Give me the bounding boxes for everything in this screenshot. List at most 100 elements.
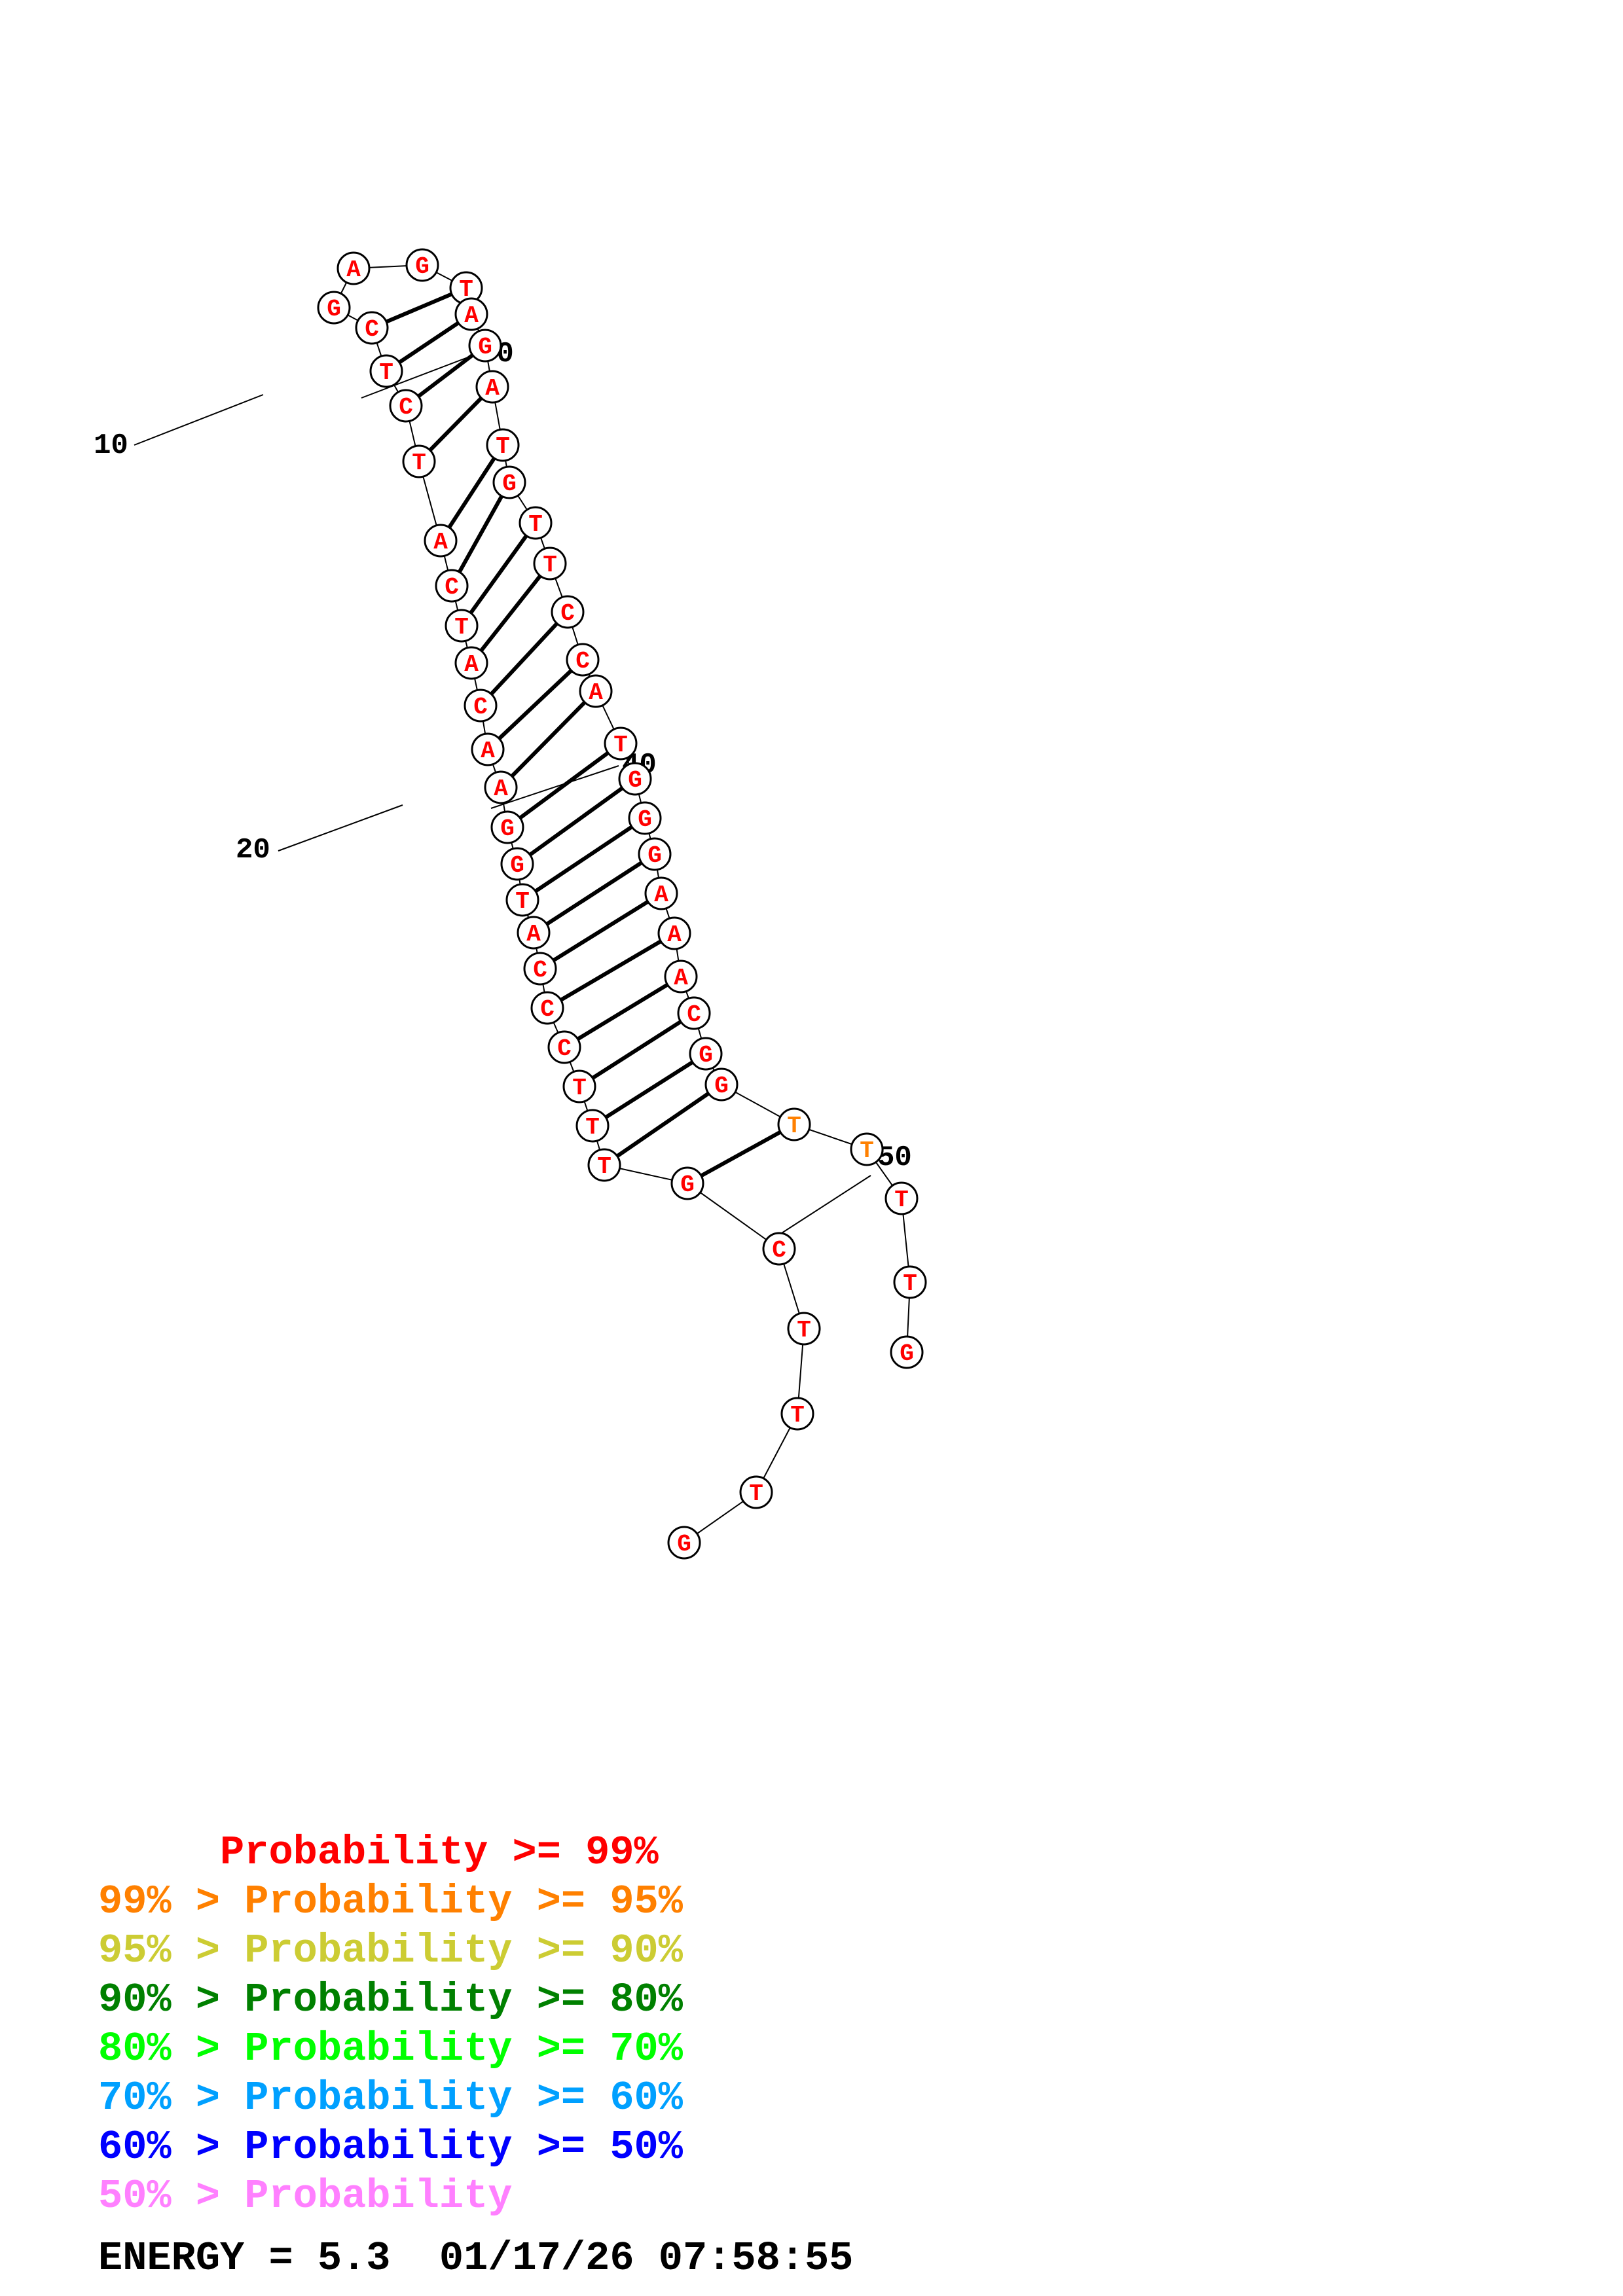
nucleotide: T: [575, 1109, 610, 1143]
nucleotide: C: [435, 569, 469, 603]
nucleotide-circle: [530, 991, 564, 1025]
nucleotide-letter: T: [412, 450, 426, 476]
nucleotide: G: [405, 248, 439, 282]
nucleotide: G: [638, 837, 672, 871]
nucleotide: C: [762, 1232, 796, 1266]
nucleotide-letter: T: [454, 614, 469, 641]
nucleotide-circle: [850, 1132, 884, 1166]
nucleotide-circle: [780, 1397, 814, 1431]
nucleotide-letter: A: [654, 882, 668, 908]
nucleotide-letter: C: [575, 648, 590, 675]
nucleotide-circle: [587, 1148, 621, 1182]
nucleotide-circle: [884, 1181, 919, 1215]
nucleotide-letter: T: [790, 1402, 805, 1429]
nucleotide-letter: A: [494, 776, 508, 802]
nucleotide-letter: G: [478, 334, 492, 361]
nucleotide-letter: T: [379, 359, 393, 386]
nucleotide-letter: T: [787, 1113, 801, 1139]
nucleotide: G: [670, 1166, 704, 1200]
nucleotide-letter: C: [687, 1001, 701, 1028]
nucleotide-letter: C: [399, 394, 413, 421]
nucleotide: T: [587, 1148, 621, 1182]
nucleotide-letter: G: [327, 296, 341, 323]
nucleotide-letter: G: [628, 767, 642, 794]
nucleotide: G: [317, 291, 351, 325]
nucleotide-circle: [667, 1526, 701, 1560]
nucleotide-letter: T: [797, 1317, 811, 1344]
nucleotide-circle: [405, 248, 439, 282]
nucleotide: A: [517, 916, 551, 950]
nucleotide-circle: [484, 770, 518, 804]
nucleotide-circle: [604, 726, 638, 761]
nucleotide-circle: [523, 952, 557, 986]
numbering-label: 10: [94, 429, 128, 462]
nucleotide-letter: T: [572, 1075, 587, 1102]
nucleotide: G: [500, 847, 534, 881]
nucleotide: C: [355, 311, 389, 345]
nucleotide-letter: C: [473, 694, 488, 721]
nucleotide: G: [689, 1037, 723, 1071]
nucleotide-circle: [445, 609, 479, 643]
legend-row: 70% > Probability >= 60%: [98, 2075, 683, 2121]
nucleotide-circle: [435, 569, 469, 603]
numbering-tick: [134, 394, 264, 446]
base-pair-line: [385, 312, 473, 373]
nucleotide-letter: G: [680, 1172, 695, 1198]
nucleotide-circle: [454, 646, 488, 680]
nucleotide-letter: G: [677, 1531, 691, 1558]
nucleotide-letter: G: [510, 852, 524, 879]
base-pair-line: [603, 1083, 723, 1167]
nucleotide-circle: [762, 1232, 796, 1266]
nucleotide-circle: [517, 916, 551, 950]
nucleotide: A: [475, 370, 509, 404]
nucleotide-letter: T: [894, 1187, 909, 1213]
nucleotide: T: [519, 506, 553, 540]
nucleotide: T: [739, 1475, 773, 1509]
nucleotide: G: [704, 1067, 739, 1102]
numbering-tick: [278, 804, 403, 852]
nucleotide-circle: [670, 1166, 704, 1200]
legend-row: 50% > Probability: [98, 2173, 513, 2219]
nucleotide: G: [667, 1526, 701, 1560]
nucleotide-circle: [492, 465, 526, 499]
base-pair-line: [578, 1011, 695, 1088]
nucleotide-circle: [628, 801, 662, 835]
energy-footer: ENERGY = 5.3 01/17/26 07:58:55: [98, 2235, 854, 2282]
nucleotide-circle: [787, 1312, 821, 1346]
nucleotide-letter: T: [585, 1114, 600, 1141]
nucleotide: T: [486, 428, 520, 462]
nucleotide: A: [337, 251, 371, 285]
numbering-tick: [772, 1175, 871, 1240]
nucleotide-circle: [575, 1109, 610, 1143]
legend-row: 95% > Probability >= 90%: [98, 1928, 683, 1974]
base-pair-line: [417, 385, 494, 463]
nucleotide-letter: T: [496, 433, 510, 460]
nucleotide: T: [505, 883, 539, 917]
base-pair-line: [539, 891, 663, 971]
nucleotide: A: [657, 916, 691, 950]
numbering-tick: [361, 354, 475, 399]
nucleotide-letter: T: [459, 276, 473, 303]
base-pair-line: [499, 689, 598, 789]
nucleotide: C: [566, 643, 600, 677]
nucleotide-circle: [471, 732, 505, 766]
nucleotide-circle: [704, 1067, 739, 1102]
nucleotide: G: [618, 762, 652, 796]
nucleotide: A: [664, 960, 698, 994]
nucleotide-letter: A: [674, 965, 688, 992]
nucleotide: T: [445, 609, 479, 643]
nucleotide-circle: [369, 354, 403, 388]
base-pair-line: [686, 1122, 795, 1185]
nucleotide: C: [677, 996, 711, 1030]
nucleotide-letter: C: [445, 574, 459, 601]
nucleotide-letter: G: [647, 842, 662, 869]
nucleotide-circle: [475, 370, 509, 404]
nucleotide-circle: [505, 883, 539, 917]
nucleotide: C: [389, 389, 423, 423]
nucleotide-letter: G: [714, 1073, 729, 1100]
nucleotide-circle: [533, 547, 567, 581]
nucleotide-letter: A: [433, 529, 448, 556]
backbone-segment: [687, 1183, 780, 1249]
nucleotide-circle: [464, 689, 498, 723]
